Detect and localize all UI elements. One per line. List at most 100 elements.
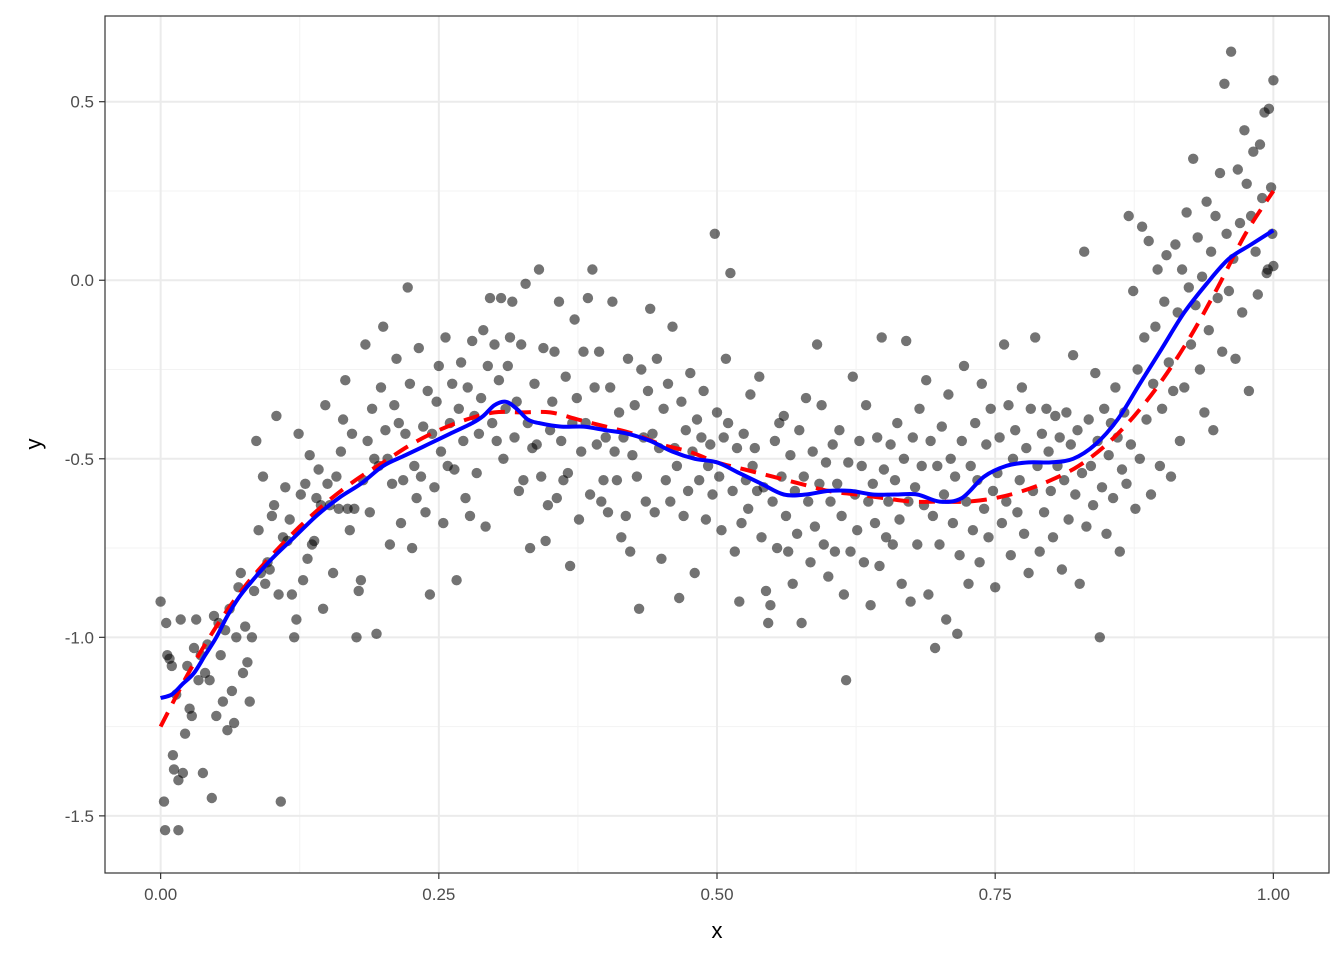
data-point <box>771 542 783 554</box>
data-point <box>529 378 540 389</box>
data-point <box>794 425 805 436</box>
data-point <box>251 435 262 447</box>
data-point <box>627 450 638 461</box>
data-point <box>337 414 349 425</box>
data-point <box>389 400 400 411</box>
data-point <box>998 339 1010 350</box>
data-point <box>985 403 996 414</box>
data-point <box>1203 325 1215 336</box>
x-tick-label: 0.00 <box>144 885 177 904</box>
data-point <box>266 510 278 522</box>
data-point <box>1134 453 1146 464</box>
data-point <box>887 539 898 550</box>
data-point <box>756 532 767 543</box>
data-point <box>578 346 589 357</box>
data-point <box>1130 503 1141 514</box>
data-point <box>1265 182 1277 193</box>
data-point <box>549 346 560 357</box>
data-point <box>1136 221 1148 232</box>
data-point <box>333 503 344 514</box>
data-point <box>471 467 482 479</box>
data-point <box>271 410 282 422</box>
data-point <box>453 403 464 414</box>
data-point <box>237 667 249 679</box>
data-point <box>843 457 854 468</box>
data-point <box>707 489 718 500</box>
data-point <box>820 457 832 468</box>
data-point <box>158 796 170 807</box>
data-point <box>402 282 413 293</box>
data-point <box>1150 321 1161 332</box>
data-point <box>553 296 565 307</box>
data-point <box>965 460 976 472</box>
data-point <box>226 685 238 697</box>
data-point <box>504 332 516 343</box>
data-point <box>665 496 676 507</box>
data-point <box>353 585 364 597</box>
data-point <box>576 446 587 457</box>
data-point <box>302 553 313 564</box>
data-point <box>1096 482 1108 493</box>
data-point <box>433 360 444 372</box>
data-point <box>885 439 896 450</box>
data-point <box>970 417 981 429</box>
data-point <box>540 535 551 547</box>
data-point <box>1234 217 1246 229</box>
data-point <box>640 496 651 507</box>
data-point <box>809 521 821 532</box>
data-point <box>602 507 614 518</box>
data-point <box>803 496 814 507</box>
data-point <box>923 589 934 600</box>
data-point <box>168 764 180 775</box>
data-point <box>685 367 696 379</box>
data-point <box>197 767 209 779</box>
data-point <box>763 617 774 629</box>
data-point <box>1079 246 1090 257</box>
data-point <box>551 492 562 504</box>
data-point <box>362 435 373 447</box>
data-point <box>1230 353 1241 364</box>
data-point <box>291 614 302 625</box>
data-point <box>1094 632 1106 643</box>
data-point <box>791 528 803 539</box>
data-point <box>431 396 442 407</box>
data-point <box>1208 425 1219 436</box>
data-point <box>1210 210 1221 222</box>
data-point <box>487 417 498 429</box>
data-point <box>179 728 191 739</box>
data-point <box>484 292 496 304</box>
data-point <box>823 571 834 582</box>
data-point <box>611 475 623 486</box>
data-point <box>366 403 378 414</box>
data-point <box>854 435 865 447</box>
data-point <box>974 557 985 568</box>
data-point <box>167 750 179 761</box>
data-point <box>415 471 427 482</box>
data-point <box>869 517 881 529</box>
data-point <box>1263 103 1275 115</box>
data-point <box>852 525 863 536</box>
data-point <box>260 578 271 589</box>
data-point <box>678 510 689 522</box>
data-point <box>482 360 493 372</box>
data-point <box>349 503 360 514</box>
data-point <box>889 475 901 486</box>
data-point <box>475 392 487 404</box>
data-point <box>845 546 856 557</box>
data-point <box>264 564 275 575</box>
data-point <box>609 446 620 457</box>
data-point <box>449 464 460 475</box>
data-point <box>714 471 725 482</box>
data-point <box>949 471 961 482</box>
y-tick-label: 0.0 <box>70 271 94 290</box>
data-point <box>698 385 709 397</box>
data-point <box>838 589 850 600</box>
data-point <box>340 375 351 386</box>
data-point <box>720 353 732 364</box>
data-point <box>1212 292 1223 304</box>
data-point <box>847 371 858 382</box>
data-point <box>1116 464 1128 475</box>
data-point <box>166 660 177 672</box>
data-point <box>524 542 536 554</box>
x-axis: 0.00 0.25 0.50 0.75 1.00 <box>144 873 1290 904</box>
